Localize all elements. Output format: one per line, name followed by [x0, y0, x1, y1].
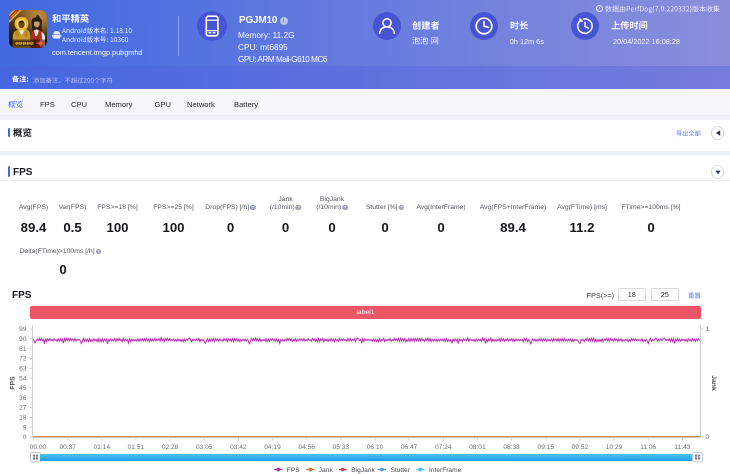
svg-text:06:47: 06:47: [401, 444, 418, 451]
svg-text:9: 9: [23, 424, 27, 431]
svg-text:90: 90: [19, 336, 27, 343]
svg-text:45: 45: [19, 385, 27, 392]
svg-text:63: 63: [19, 366, 27, 373]
svg-text:11:43: 11:43: [674, 444, 690, 451]
svg-text:08:01: 08:01: [469, 444, 486, 451]
svg-text:36: 36: [19, 395, 27, 402]
svg-text:Stutter: Stutter: [391, 466, 411, 473]
svg-text:81: 81: [19, 346, 27, 353]
svg-text:00:00: 00:00: [30, 444, 47, 451]
svg-text:03:05: 03:05: [196, 444, 213, 451]
svg-text:07:24: 07:24: [435, 444, 452, 451]
svg-text:18: 18: [19, 415, 27, 422]
svg-text:09:15: 09:15: [538, 444, 555, 451]
svg-text:05:33: 05:33: [333, 444, 350, 451]
svg-text:0: 0: [23, 434, 27, 441]
svg-text:0: 0: [706, 434, 710, 441]
svg-text:01:51: 01:51: [128, 444, 145, 451]
svg-text:1: 1: [706, 326, 710, 333]
svg-text:01:14: 01:14: [94, 444, 111, 451]
svg-text:08:38: 08:38: [503, 444, 520, 451]
svg-text:Jank: Jank: [319, 466, 334, 473]
svg-text:10:29: 10:29: [606, 444, 623, 451]
svg-text:Jank: Jank: [710, 375, 717, 391]
svg-text:04:56: 04:56: [298, 444, 315, 451]
svg-text:99: 99: [19, 326, 27, 333]
svg-text:04:19: 04:19: [264, 444, 281, 451]
svg-text:InterFrame: InterFrame: [429, 466, 462, 473]
svg-text:BigJank: BigJank: [351, 466, 375, 473]
svg-text:00:37: 00:37: [59, 444, 76, 451]
svg-text:02:28: 02:28: [162, 444, 179, 451]
svg-text:72: 72: [19, 356, 27, 363]
svg-text:11:06: 11:06: [640, 444, 656, 451]
svg-text:FPS: FPS: [287, 466, 300, 473]
svg-text:54: 54: [19, 375, 27, 382]
svg-text:09:52: 09:52: [572, 444, 589, 451]
svg-text:06:10: 06:10: [367, 444, 384, 451]
svg-text:03:42: 03:42: [230, 444, 247, 451]
svg-text:27: 27: [19, 405, 27, 412]
svg-text:FPS: FPS: [10, 376, 17, 390]
